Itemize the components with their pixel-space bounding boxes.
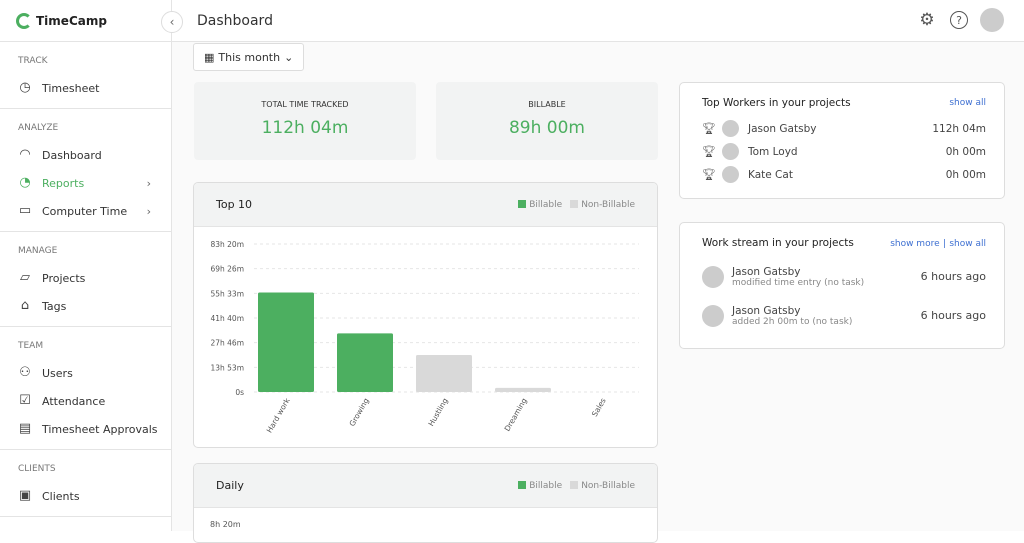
y-tick-label: 41h 40m bbox=[210, 314, 244, 323]
show-more-link[interactable]: show more bbox=[890, 239, 940, 249]
legend-billable: Billable bbox=[518, 199, 562, 210]
avatar bbox=[702, 265, 724, 288]
worker-row[interactable]: 🏆︎ Jason Gatsby 112h 04m bbox=[702, 120, 986, 137]
legend-non-billable: Non-Billable bbox=[570, 480, 635, 491]
folder-icon: ▱ bbox=[20, 270, 30, 285]
legend: Billable Non-Billable bbox=[518, 480, 635, 491]
nav-section: TEAM ⚇ Users ☑ Attendance ▤ Timesheet Approval… bbox=[0, 327, 171, 450]
x-tick-label: Hard work bbox=[265, 396, 292, 434]
sidebar-item-clients[interactable]: ▣ Clients bbox=[18, 488, 80, 503]
sidebar-item-projects[interactable]: ▱ Projects bbox=[20, 270, 86, 285]
x-tick-label: Hustling bbox=[426, 396, 449, 427]
trophy-icon: 🏆︎ bbox=[702, 168, 716, 181]
show-all-link[interactable]: show all bbox=[949, 239, 986, 249]
collapse-sidebar-button[interactable]: ‹ bbox=[161, 11, 183, 33]
bar-growing[interactable] bbox=[337, 333, 393, 392]
stream-row[interactable]: Jason Gatsby modified time entry (no task… bbox=[702, 257, 986, 296]
chart-title: Daily bbox=[216, 479, 244, 492]
sidebar-item-timesheet[interactable]: ◷ Timesheet bbox=[19, 80, 100, 95]
briefcase-icon: ▣ bbox=[18, 488, 32, 503]
y-tick-label: 83h 20m bbox=[210, 240, 244, 249]
sidebar-item-tags[interactable]: ⌂ Tags bbox=[0, 292, 171, 320]
stat-total-time: TOTAL TIME TRACKED 112h 04m bbox=[194, 82, 416, 160]
section-title: TRACK bbox=[18, 56, 48, 66]
bar-dreaming[interactable] bbox=[495, 387, 551, 392]
sidebar-item-attendance[interactable]: ☑ Attendance bbox=[19, 393, 106, 408]
nav-section: CLIENTS ▣ Clients bbox=[0, 450, 171, 517]
gear-icon[interactable]: ⚙ bbox=[919, 10, 935, 30]
section-title: ANALYZE bbox=[18, 123, 59, 133]
topbar: Dashboard ⚙ ? bbox=[172, 0, 1024, 42]
avatar bbox=[722, 120, 739, 137]
y-tick: 8h 20m bbox=[210, 520, 241, 529]
section-title: MANAGE bbox=[18, 246, 58, 256]
chevron-right-icon: › bbox=[146, 176, 151, 190]
tag-icon: ⌂ bbox=[20, 298, 30, 313]
logo[interactable]: TimeCamp bbox=[0, 0, 171, 42]
page-title: Dashboard bbox=[197, 12, 273, 29]
stat-billable: BILLABLE 89h 00m bbox=[436, 82, 658, 160]
chevron-down-icon: ⌄ bbox=[284, 50, 294, 64]
top10-chart-card: Top 10 Billable Non-Billable 0s 13h 53m 27h… bbox=[193, 182, 658, 448]
pie-chart-icon: ◔ bbox=[19, 175, 31, 190]
calendar-icon: ▦ bbox=[204, 50, 215, 64]
legend-billable: Billable bbox=[518, 480, 562, 491]
section-title: TEAM bbox=[18, 341, 44, 351]
top10-chart: 0s 13h 53m 27h 46m 41h 40m 55h 33m 69h 26m 83h… bbox=[210, 240, 639, 434]
sidebar-item-computer-time[interactable]: ▭ Computer Time › bbox=[18, 203, 151, 218]
worker-row[interactable]: 🏆︎ Kate Cat 0h 00m bbox=[702, 166, 986, 183]
clipboard-icon: ▤ bbox=[18, 421, 32, 436]
work-stream-card: Work stream in your projects show more | … bbox=[679, 222, 1005, 349]
show-all-link[interactable]: show all bbox=[949, 98, 986, 108]
avatar bbox=[702, 304, 724, 327]
help-icon[interactable]: ? bbox=[950, 11, 968, 29]
sidebar-item-dashboard[interactable]: ◠ Dashboard bbox=[19, 147, 102, 162]
y-tick-label: 27h 46m bbox=[210, 339, 244, 348]
sidebar: TimeCamp TRACK ◷ Timesheet ANALYZE ◠ Dashboar… bbox=[0, 0, 172, 531]
x-tick-label: Growing bbox=[347, 396, 370, 428]
stream-row[interactable]: Jason Gatsby added 2h 00m to (no task) 6 h… bbox=[702, 296, 986, 335]
daily-chart-card: Daily Billable Non-Billable 8h 20m bbox=[193, 463, 658, 543]
legend-non-billable: Non-Billable bbox=[570, 199, 635, 210]
bar-hard-work[interactable] bbox=[258, 292, 314, 392]
timecamp-logo-icon bbox=[16, 12, 32, 29]
y-tick-label: 0s bbox=[235, 388, 244, 397]
chevron-right-icon: › bbox=[146, 204, 151, 218]
nav-section: MANAGE ▱ Projects ⌂ Tags bbox=[0, 232, 171, 327]
y-tick-label: 13h 53m bbox=[210, 363, 244, 372]
y-tick-label: 55h 33m bbox=[210, 289, 244, 298]
gauge-icon: ◠ bbox=[19, 147, 31, 162]
sidebar-item-reports[interactable]: ◔ Reports › bbox=[19, 175, 151, 190]
worker-row[interactable]: 🏆︎ Tom Loyd 0h 00m bbox=[702, 143, 986, 160]
sidebar-item-timesheet-approvals[interactable]: ▤ Timesheet Approvals bbox=[18, 421, 158, 436]
nav-section: TRACK ◷ Timesheet bbox=[0, 42, 171, 109]
avatar bbox=[722, 166, 739, 183]
avatar bbox=[722, 143, 739, 160]
nav-section: ANALYZE ◠ Dashboard ◔ Reports › ▭ Computer Time… bbox=[0, 109, 171, 232]
x-tick-label: Sales bbox=[590, 396, 608, 418]
main: Dashboard ⚙ ? ▦ This month ⌄ TOTAL TIME TR… bbox=[172, 0, 1024, 543]
checkbox-icon: ☑ bbox=[19, 393, 31, 408]
x-tick-label: Dreaming bbox=[503, 396, 529, 433]
clock-icon: ◷ bbox=[19, 80, 31, 95]
section-title: CLIENTS bbox=[18, 464, 56, 474]
chart-title: Top 10 bbox=[216, 198, 253, 211]
y-tick-label: 69h 26m bbox=[210, 265, 244, 274]
avatar[interactable] bbox=[980, 8, 1004, 32]
trophy-icon: 🏆︎ bbox=[702, 145, 716, 158]
trophy-icon: 🏆︎ bbox=[702, 122, 716, 135]
legend: Billable Non-Billable bbox=[518, 199, 635, 210]
sidebar-item-users[interactable]: ⚇ Users bbox=[19, 365, 73, 380]
monitor-icon: ▭ bbox=[18, 203, 32, 218]
top-workers-card: Top Workers in your projects show all 🏆︎ J… bbox=[679, 82, 1005, 199]
users-icon: ⚇ bbox=[19, 365, 31, 380]
bar-hustling[interactable] bbox=[416, 355, 472, 392]
date-range-dropdown[interactable]: ▦ This month ⌄ bbox=[193, 43, 305, 71]
